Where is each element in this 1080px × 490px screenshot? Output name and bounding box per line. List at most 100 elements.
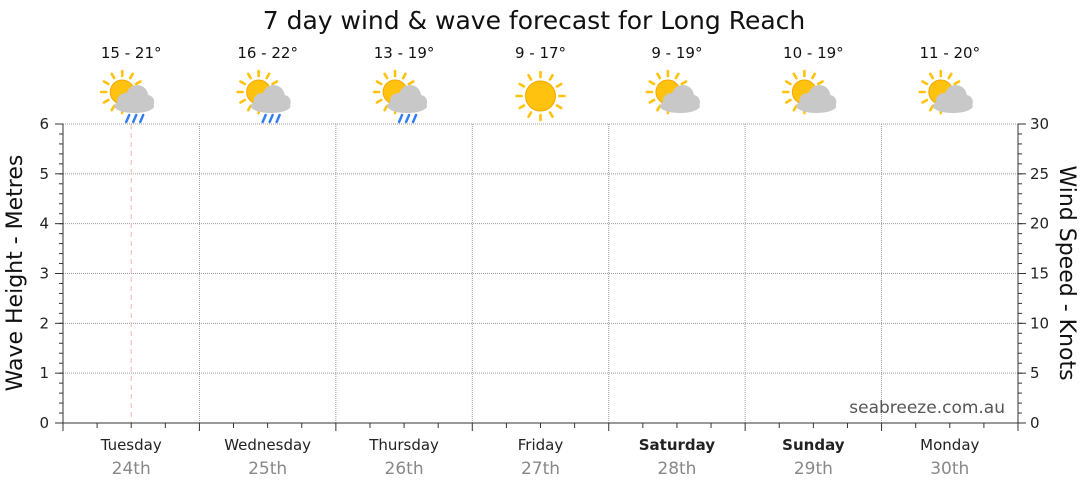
rain-drop <box>268 113 274 124</box>
day-label: Wednesday <box>224 436 311 454</box>
sun-ray <box>383 72 389 80</box>
sun-ray <box>784 80 792 86</box>
sun-ray <box>246 72 252 80</box>
y-right-tick-label: 25 <box>1030 165 1049 183</box>
sun-ray <box>518 104 526 110</box>
sun-ray <box>265 72 271 80</box>
sun-ray <box>555 82 563 88</box>
temperature-range: 15 - 21° <box>101 44 162 62</box>
y-left-tick-label: 0 <box>39 414 49 432</box>
date-label: 29th <box>794 459 833 479</box>
sun-ray <box>555 104 563 110</box>
sun-ray <box>921 98 929 104</box>
sun-ray <box>239 80 247 86</box>
chart-title: 7 day wind & wave forecast for Long Reac… <box>263 6 806 35</box>
sun-ray <box>816 80 824 86</box>
sun-ray <box>674 72 680 80</box>
sun-ray <box>518 82 526 88</box>
sun-ray <box>102 80 110 86</box>
day-label: Monday <box>920 436 979 454</box>
plot-area: 0 1 2 3 4 5 6 0 5 10 15 20 25 30 Tuesday 24th Wednesday 2… <box>39 115 1049 479</box>
sun-ray <box>110 104 116 112</box>
date-label: 25th <box>248 459 287 479</box>
sun-ray <box>271 80 279 86</box>
temperature-range: 16 - 22° <box>237 44 298 62</box>
y-right-tick-label: 15 <box>1030 265 1049 283</box>
sun-ray <box>928 72 935 80</box>
sun-ray <box>527 111 533 119</box>
y-left-tick-label: 2 <box>39 314 49 332</box>
y-left-tick-label: 3 <box>39 265 49 283</box>
y-left-tick-label: 4 <box>39 215 49 233</box>
sun-icon <box>515 70 566 122</box>
sun-cloud-icon <box>782 69 837 115</box>
day-label: Friday <box>518 436 564 454</box>
day-label: Thursday <box>368 436 439 454</box>
sun-ray <box>407 80 415 86</box>
y-left-tick-label: 5 <box>39 165 49 183</box>
day-label: Saturday <box>639 436 716 454</box>
sun-ray <box>947 72 953 80</box>
rain-drop <box>404 113 411 124</box>
sun-ray <box>548 111 554 119</box>
sun-ray <box>375 98 383 104</box>
sun-ray <box>811 72 817 80</box>
rain-drop <box>397 113 404 124</box>
watermark: seabreeze.com.au <box>849 398 1005 418</box>
cloud-puff <box>822 95 837 109</box>
date-label: 24th <box>112 459 151 479</box>
cloud-puff <box>685 95 700 109</box>
sun-ray <box>784 98 792 104</box>
y-right-tick-label: 10 <box>1030 314 1049 332</box>
sun-ray <box>648 80 656 86</box>
y-right-tick-label: 5 <box>1030 364 1040 382</box>
rain-drop <box>275 113 281 124</box>
temperature-range: 9 - 17° <box>515 44 566 62</box>
temperature-range: 13 - 19° <box>374 44 435 62</box>
sun-cloud-icon <box>645 69 700 115</box>
y-axis-label-left: Wave Height - Metres <box>3 155 28 392</box>
sun-ray <box>928 104 935 112</box>
sun-ray <box>648 98 656 104</box>
temperature-range: 10 - 19° <box>783 44 844 62</box>
sun-ray <box>401 72 407 80</box>
sun-ray <box>680 80 688 86</box>
cloud-puff <box>140 95 155 109</box>
cloud-puff <box>413 95 428 109</box>
sun-ray <box>656 72 662 80</box>
sun-cloud-icon <box>918 69 973 115</box>
rain-drop <box>261 113 267 124</box>
sun-ray <box>548 73 554 81</box>
sun-cloud-rain-icon <box>99 69 155 124</box>
temperature-range: 9 - 19° <box>651 44 702 62</box>
sun-ray <box>102 98 110 104</box>
y-axis-label-right: Wind Speed - Knots <box>1054 165 1079 380</box>
sun-cloud-rain-icon <box>372 69 428 124</box>
date-label: 26th <box>385 459 424 479</box>
cloud-puff <box>958 95 973 109</box>
sun-ray <box>110 72 116 80</box>
sun-ray <box>383 104 389 112</box>
y-right-tick-label: 20 <box>1030 215 1049 233</box>
cloud-puff <box>276 95 291 109</box>
temperature-range: 11 - 20° <box>919 44 980 62</box>
date-label: 27th <box>521 459 560 479</box>
sun-ray <box>792 104 798 112</box>
date-label: 30th <box>930 459 969 479</box>
sun-ray <box>527 73 533 81</box>
rain-drop <box>125 113 131 124</box>
y-right-tick-label: 30 <box>1030 115 1049 133</box>
sun-ray <box>375 80 383 86</box>
date-label: 28th <box>657 459 696 479</box>
weather-icons: 15 - 21° 16 - 22° 13 - 19° 9 - 17° 9 - 19° 10… <box>99 44 980 124</box>
sun-ray <box>246 104 252 112</box>
sun-ray <box>239 98 247 104</box>
sun-cloud-rain-icon <box>236 69 291 124</box>
sun-ray <box>953 80 961 86</box>
rain-drop <box>139 113 145 124</box>
sun-ray <box>921 80 929 86</box>
sun-disc <box>525 80 556 112</box>
y-left-tick-label: 1 <box>39 364 49 382</box>
y-right-tick-label: 0 <box>1030 414 1040 432</box>
